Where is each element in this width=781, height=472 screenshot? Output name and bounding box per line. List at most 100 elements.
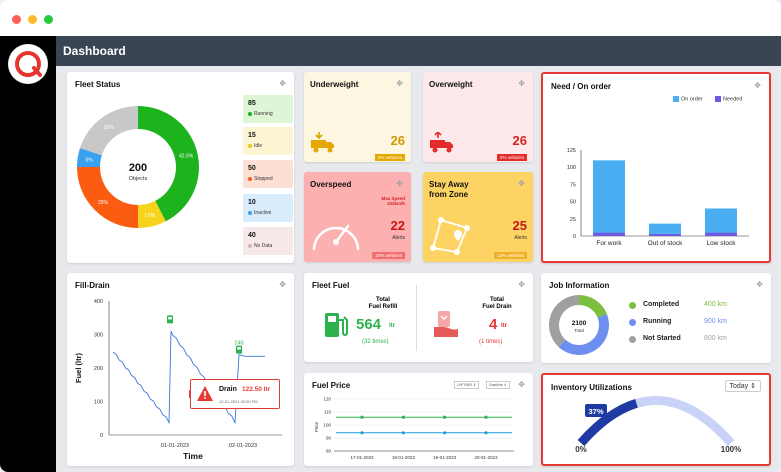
price-point[interactable] <box>443 431 447 435</box>
fleet-status-item-idle[interactable]: 15 Idle <box>243 127 293 155</box>
fleet-status-card: Fleet Status ✥ 42.5% 7.5% 25% 5% 20% 200 Obj… <box>67 72 294 263</box>
tooltip-time: 12-01-2021 02:00 PM <box>219 399 258 404</box>
donut-segment-running[interactable] <box>138 106 199 222</box>
x-category-label: Out of stock <box>648 240 683 247</box>
stay-away-card: Stay Away from Zone ✥ 25 Alerts 10% vehi… <box>423 172 533 262</box>
job-row-dot <box>629 336 636 343</box>
refill-marker-icon[interactable] <box>236 345 242 354</box>
job-segment-not-started[interactable] <box>549 295 579 347</box>
overspeed-title: Overspeed <box>310 180 352 189</box>
price-point[interactable] <box>484 415 488 419</box>
drag-handle-icon[interactable]: ✥ <box>518 79 525 88</box>
status-label: Stopped <box>254 176 273 182</box>
geofence-icon <box>430 217 470 255</box>
fill-drain-card: Fill-Drain ✥ 0 100 200 300 400 Fuel (ltr) Time… <box>67 273 294 466</box>
job-segment-running[interactable] <box>558 314 609 355</box>
status-dot <box>248 143 252 148</box>
close-window-icon[interactable] <box>12 15 21 24</box>
x-category-label: For work <box>596 240 622 247</box>
job-information-card: Job Information ✥ 2100 Total Completed 4… <box>541 273 771 363</box>
donut-segment-idle[interactable] <box>138 200 166 228</box>
drain-times: (1 times) <box>479 339 503 345</box>
underweight-card: Underweight ✥ 26 5% vehicles <box>304 72 411 162</box>
overweight-value: 26 <box>512 133 527 148</box>
bar-needed[interactable] <box>705 232 737 236</box>
gauge-percent-badge <box>585 404 607 417</box>
drag-handle-icon[interactable]: ✥ <box>518 280 525 289</box>
tooltip-title: Drain <box>219 386 237 393</box>
need-on-order-card: Need / On order ✥ On order Needed 0 25 50 7… <box>541 72 771 263</box>
fleet-status-item-no-data[interactable]: 40 No Data <box>243 227 293 255</box>
price-point[interactable] <box>360 431 364 435</box>
refill-label-line1: Total <box>376 297 390 303</box>
price-point[interactable] <box>443 415 447 419</box>
overspeed-badge: 20% vehicles <box>372 252 405 259</box>
fuel-drain-hand-icon <box>434 311 458 337</box>
drag-handle-icon[interactable]: ✥ <box>518 179 525 188</box>
bar-on-order[interactable] <box>705 208 737 233</box>
stay-away-value: 25 <box>512 218 527 233</box>
price-point[interactable] <box>484 431 488 435</box>
need-on-order-title: Need / On order <box>551 82 612 91</box>
overweight-badge: 2% vehicles <box>496 154 527 161</box>
period-select[interactable]: Today ⇕ <box>724 380 761 392</box>
status-count: 40 <box>248 232 256 239</box>
underweight-title: Underweight <box>310 80 359 89</box>
y-tick-label: 120 <box>323 397 331 402</box>
status-dot <box>248 111 252 116</box>
bar-needed[interactable] <box>649 233 681 236</box>
underweight-badge: 5% vehicles <box>374 154 405 161</box>
fleet-status-item-running[interactable]: 85 Running <box>243 95 293 123</box>
page-title: Dashboard <box>63 44 126 58</box>
inventory-utilizations-card: Inventory Utilizations Today ⇕ 37% 0% 10… <box>541 373 771 466</box>
drag-handle-icon[interactable]: ✥ <box>754 81 761 90</box>
maximize-window-icon[interactable] <box>44 15 53 24</box>
x-category-label: Low stock <box>707 240 737 247</box>
page-header: Dashboard <box>56 36 781 66</box>
fleet-status-item-inactive[interactable]: 10 Inactive <box>243 194 293 222</box>
status-dot <box>248 210 252 215</box>
donut-segment-stopped[interactable] <box>77 167 138 228</box>
price-point[interactable] <box>401 415 405 419</box>
unit-select[interactable]: Lt/PT/500 ⇕ <box>454 381 480 389</box>
refill-value: 564 <box>356 316 382 333</box>
minimize-window-icon[interactable] <box>28 15 37 24</box>
fill-drain-title: Fill-Drain <box>75 281 110 290</box>
price-point[interactable] <box>401 431 405 435</box>
fleet-status-donut-chart: 42.5% 7.5% 25% 5% 20% 200 Objects <box>77 106 199 228</box>
overspeed-alerts-label: Alerts <box>392 235 405 241</box>
donut-pct-label: 7.5% <box>144 213 156 219</box>
y-tick-label: 0 <box>573 234 576 240</box>
fleet-fuel-divider <box>416 285 417 351</box>
job-segment-completed[interactable] <box>579 295 607 318</box>
donut-segment-inactive[interactable] <box>77 148 102 167</box>
overweight-title: Overweight <box>429 80 473 89</box>
drag-handle-icon[interactable]: ✥ <box>518 380 525 389</box>
donut-pct-label: 20% <box>104 125 115 131</box>
drag-handle-icon[interactable]: ✥ <box>396 179 403 188</box>
status-label: No Data <box>254 243 273 249</box>
bar-on-order[interactable] <box>649 223 681 234</box>
price-point[interactable] <box>360 415 364 419</box>
warning-icon <box>197 386 213 401</box>
truck-up-icon <box>430 132 453 153</box>
drag-handle-icon[interactable]: ✥ <box>396 79 403 88</box>
bar-on-order[interactable] <box>593 160 625 233</box>
donut-segment-no-data[interactable] <box>79 106 138 156</box>
overweight-card: Overweight ✥ 26 2% vehicles <box>423 72 533 162</box>
dashboard-content: Fleet Status ✥ 42.5% 7.5% 25% 5% 20% 200 Obj… <box>56 66 781 472</box>
gauge-fill <box>577 399 638 446</box>
fleet-total-label: Objects <box>129 176 148 182</box>
refill-marker-icon[interactable] <box>167 315 173 324</box>
y-tick-label: 200 <box>94 366 103 372</box>
overspeed-value: 22 <box>390 218 405 233</box>
fuel-type-select[interactable]: Gasoline ⇕ <box>486 381 510 389</box>
fleet-status-item-stopped[interactable]: 50 Stopped <box>243 160 293 188</box>
bar-needed[interactable] <box>593 232 625 236</box>
x-tick-label: 19-01-2023 <box>433 455 457 460</box>
drag-handle-icon[interactable]: ✥ <box>756 280 763 289</box>
app-logo[interactable] <box>8 44 48 84</box>
drag-handle-icon[interactable]: ✥ <box>279 280 286 289</box>
drag-handle-icon[interactable]: ✥ <box>279 79 286 88</box>
